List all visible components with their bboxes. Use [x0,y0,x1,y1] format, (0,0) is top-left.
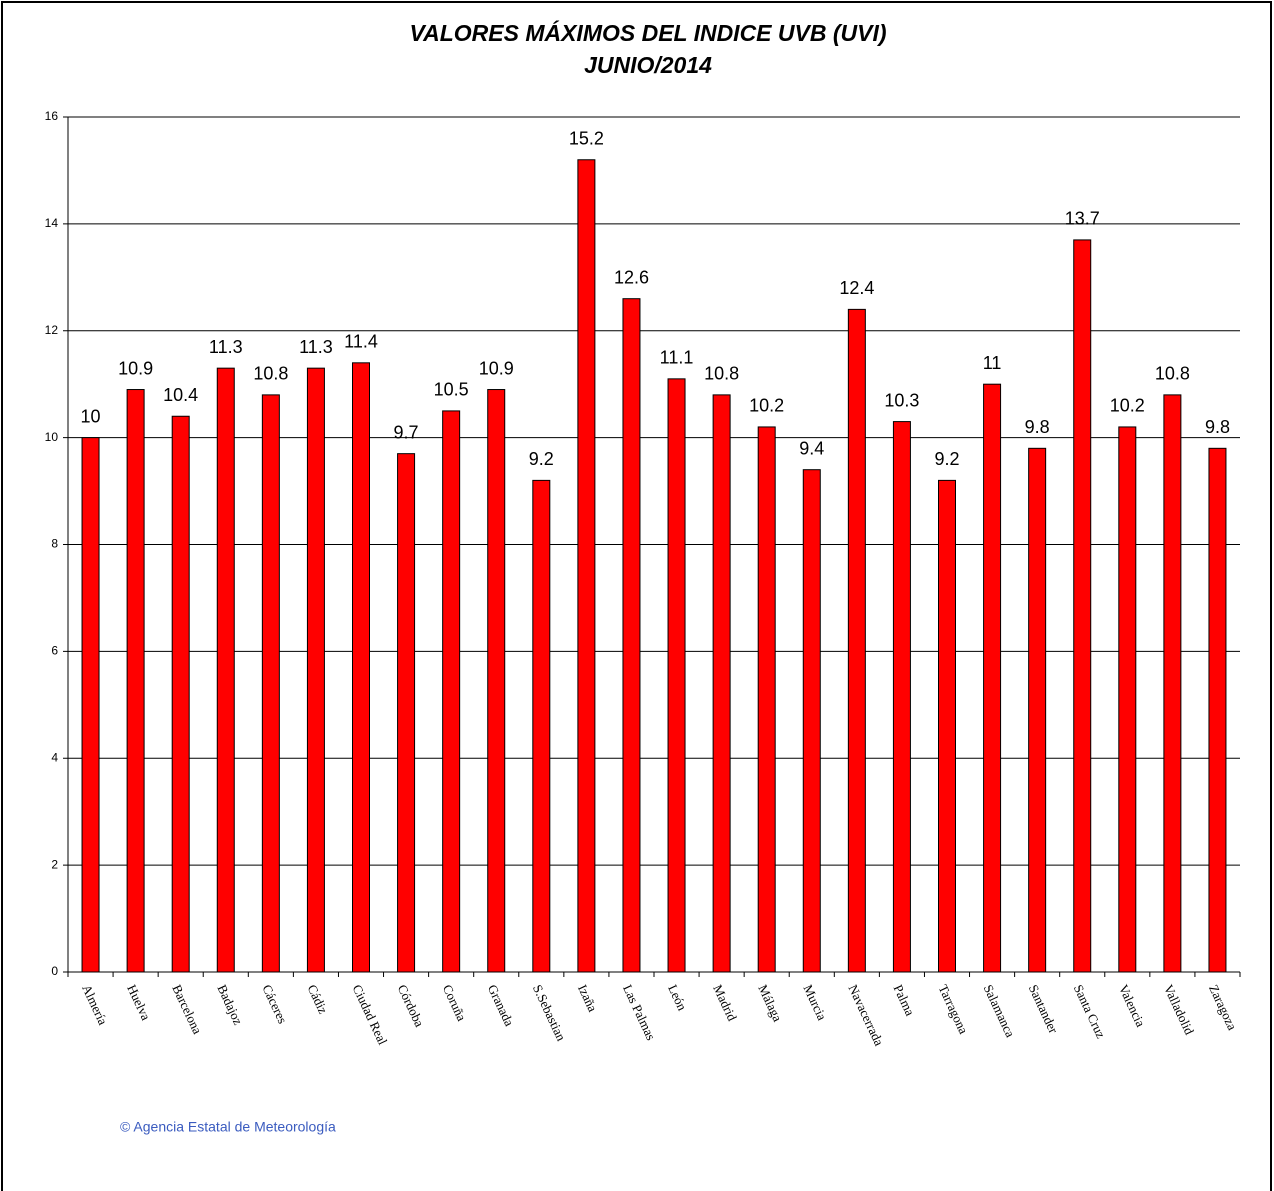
bar [1163,394,1182,973]
bar [1118,426,1137,973]
x-tick-label: Almería [79,982,111,1027]
bar [442,410,461,973]
bar [352,362,370,973]
value-label: 9.8 [1205,417,1230,437]
x-tick-label: Las Palmas [620,982,659,1042]
x-tick-label: Navacerrada [845,982,886,1048]
y-tick-label: 0 [51,964,58,978]
bar [892,421,911,973]
chart-subtitle: JUNIO/2014 [584,52,712,78]
bar [1073,239,1092,973]
bar [577,159,596,973]
x-tick-label: Cádiz [304,982,331,1016]
value-label: 15.2 [569,129,604,149]
value-label: 12.4 [839,278,874,298]
x-tick-label: Córdoba [395,982,428,1029]
bar [983,383,1002,973]
y-tick-label: 8 [51,537,58,551]
x-tick-label: Valladolid [1161,982,1197,1037]
x-tick-label: S.Sebastian [530,982,569,1043]
value-label: 10.8 [1155,364,1190,384]
bar [847,308,866,973]
bar [171,415,190,973]
value-label: 10.8 [704,364,739,384]
value-label: 10.9 [479,358,514,378]
bar [126,389,145,973]
x-tick-label: Valencia [1116,982,1149,1029]
x-tick-label: Santa Cruz [1071,982,1109,1041]
x-tick-label: León [665,982,690,1013]
value-label: 10.9 [118,358,153,378]
value-label: 9.7 [394,422,419,442]
bar [1208,447,1227,973]
bar [397,453,416,973]
x-tick-label: Murcia [800,982,830,1023]
value-label: 9.8 [1025,417,1050,437]
bar [81,437,100,973]
bar [487,389,506,973]
bar [802,469,821,973]
y-tick-label: 14 [45,216,59,230]
x-tick-label: Izaña [575,982,601,1014]
x-tick-label: Badajoz [214,982,246,1027]
value-label: 9.2 [934,449,959,469]
value-label: 10.8 [253,364,288,384]
bar [667,378,686,973]
value-label: 10.4 [163,385,198,405]
value-label: 12.6 [614,267,649,287]
y-tick-label: 16 [45,109,59,123]
bar [938,479,956,973]
value-label: 10.2 [1110,396,1145,416]
bar [712,394,731,973]
x-tick-label: Madrid [710,982,740,1023]
x-tick-label: Málaga [755,982,785,1024]
y-tick-label: 2 [51,857,58,871]
chart-title: VALORES MÁXIMOS DEL INDICE UVB (UVI) [409,19,886,46]
x-tick-label: Huelva [124,982,154,1023]
value-label: 11.3 [299,337,333,357]
value-label: 11.3 [209,337,243,357]
value-label: 13.7 [1065,209,1100,229]
value-label: 10 [81,406,101,426]
value-label: 11.4 [344,332,378,352]
x-tick-label: Cáceres [259,982,290,1026]
bar [261,394,280,973]
footer: © Agencia Estatal de Meteorología [120,1119,336,1135]
value-label: 11.1 [660,348,694,368]
x-tick-label: Barcelona [169,982,205,1036]
x-tick-label: Coruña [440,982,470,1023]
x-tick-label: Tarragona [936,982,972,1036]
bar [757,426,776,973]
value-label: 9.4 [799,438,824,458]
bar [532,479,551,973]
y-tick-label: 10 [45,430,59,444]
x-tick-label: Palma [890,982,917,1018]
x-tick-label: Ciudad Real [350,982,391,1047]
bar [622,298,641,973]
x-tick-label: Granada [485,982,517,1028]
value-label: 11 [983,353,1002,373]
value-label: 10.2 [749,396,784,416]
bar [1028,447,1047,973]
value-label: 9.2 [529,449,554,469]
bar [216,367,235,973]
y-tick-label: 6 [51,644,58,658]
x-tick-label: Salamanca [981,982,1018,1040]
x-tick-label: Zaragoza [1206,982,1240,1032]
y-tick-label: 4 [51,750,58,764]
bar [306,367,325,973]
x-tick-label: Santander [1026,982,1062,1036]
value-label: 10.5 [434,380,469,400]
value-label: 10.3 [884,390,919,410]
y-tick-label: 12 [45,323,59,337]
